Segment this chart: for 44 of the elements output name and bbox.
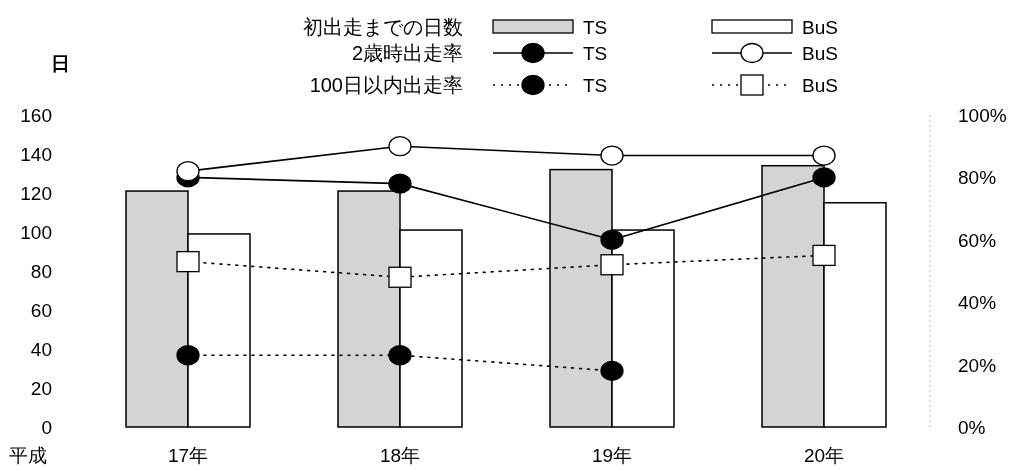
- x-axis-title: 平成: [9, 445, 47, 466]
- point: [388, 136, 412, 157]
- x-tick-label: 18年: [379, 445, 421, 466]
- point: [388, 345, 412, 366]
- point: [600, 229, 624, 250]
- point: [600, 360, 624, 381]
- y-tick-label: 100: [20, 222, 52, 243]
- y-tick-label: 20: [30, 378, 52, 399]
- point: [812, 167, 836, 188]
- y-tick-label: 80: [30, 261, 52, 282]
- y2-tick-label: 20%: [958, 354, 997, 376]
- y-axis-title: 日: [50, 53, 70, 74]
- legend-label: BuS: [802, 75, 838, 96]
- legend-label: BuS: [802, 17, 838, 38]
- y-tick-label: 160: [20, 105, 52, 126]
- legend-label: TS: [583, 17, 608, 38]
- point: [176, 345, 200, 366]
- y-tick-label: 40: [30, 339, 52, 360]
- point: [388, 173, 412, 194]
- legend-label: TS: [583, 75, 608, 96]
- text: 100日以内出走率: [309, 74, 463, 96]
- point: [600, 145, 624, 166]
- y-tick-label: 120: [20, 183, 52, 204]
- y2-tick-label: 0%: [958, 417, 986, 438]
- x-tick-label: 19年: [591, 445, 633, 466]
- y2-tick-label: 80%: [958, 167, 997, 189]
- point: [388, 266, 412, 288]
- y2-tick-label: 40%: [958, 292, 997, 314]
- legend-label: BuS: [802, 43, 838, 64]
- point: [176, 250, 200, 273]
- y-tick-label: 60: [30, 300, 52, 321]
- y2-tick-label: 60%: [958, 229, 997, 251]
- point: [812, 244, 836, 267]
- y-tick-label: 0: [41, 417, 52, 438]
- legend-label: TS: [583, 43, 608, 64]
- x-tick-label: 20年: [803, 445, 845, 466]
- text: 2歳時出走率: [351, 42, 463, 64]
- y2-tick-label: 100%: [958, 105, 1007, 126]
- point: [600, 254, 624, 276]
- text: 初出走までの日数: [303, 16, 463, 38]
- point: [812, 145, 836, 166]
- point: [176, 161, 200, 182]
- y-tick-label: 140: [20, 144, 52, 165]
- x-tick-label: 17年: [167, 445, 209, 466]
